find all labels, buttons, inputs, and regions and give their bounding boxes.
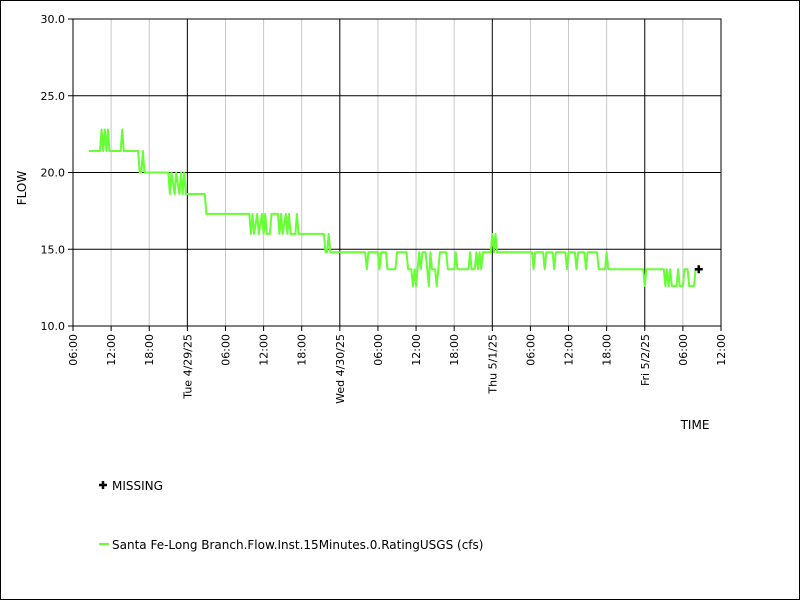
x-tick-label: Wed 4/30/25 xyxy=(334,334,347,404)
x-tick-label: 18:00 xyxy=(601,334,614,366)
y-tick-label: 25.0 xyxy=(41,90,66,103)
series-layer xyxy=(88,128,697,288)
x-tick-label: 18:00 xyxy=(296,334,309,366)
x-tick-label: 12:00 xyxy=(410,334,423,366)
x-tick-label: 06:00 xyxy=(677,334,690,366)
x-tick-label: 12:00 xyxy=(563,334,576,366)
x-axis-title: TIME xyxy=(680,418,710,432)
y-tick-label: 15.0 xyxy=(41,243,66,256)
legend-label: Santa Fe-Long Branch.Flow.Inst.15Minutes… xyxy=(112,538,483,552)
x-tick-label: 12:00 xyxy=(715,334,728,366)
major-grid xyxy=(73,18,721,327)
x-tick-label: 06:00 xyxy=(67,334,80,366)
y-axis-title: FLOW xyxy=(15,171,29,206)
x-tick-label: 18:00 xyxy=(143,334,156,366)
x-tick-label: Fri 5/2/25 xyxy=(639,334,652,386)
y-tick-label: 20.0 xyxy=(41,167,66,180)
series-line xyxy=(88,128,697,288)
x-tick-label: Tue 4/29/25 xyxy=(181,334,194,400)
x-tick-label: 06:00 xyxy=(372,334,385,366)
x-tick-label: 18:00 xyxy=(448,334,461,366)
x-tick-label: 12:00 xyxy=(105,334,118,366)
missing-layer xyxy=(694,265,703,274)
legend-label: MISSING xyxy=(112,479,163,493)
x-axis: 06:00 12:00 18:00 Tue 4/29/25 06:00 12:00 18:0… xyxy=(67,326,728,404)
y-tick-label: 30.0 xyxy=(41,13,66,26)
x-tick-label: 12:00 xyxy=(258,334,271,366)
missing-marker xyxy=(694,265,703,274)
legend: MISSING Santa Fe-Long Branch.Flow.Inst.15… xyxy=(99,479,483,552)
x-tick-label: 06:00 xyxy=(219,334,232,366)
y-tick-label: 10.0 xyxy=(41,320,66,333)
x-tick-label: Thu 5/1/25 xyxy=(486,334,499,395)
legend-missing-icon xyxy=(99,481,107,489)
y-axis: 10.0 15.0 20.0 25.0 30.0 xyxy=(41,13,73,333)
x-tick-label: 06:00 xyxy=(524,334,537,366)
